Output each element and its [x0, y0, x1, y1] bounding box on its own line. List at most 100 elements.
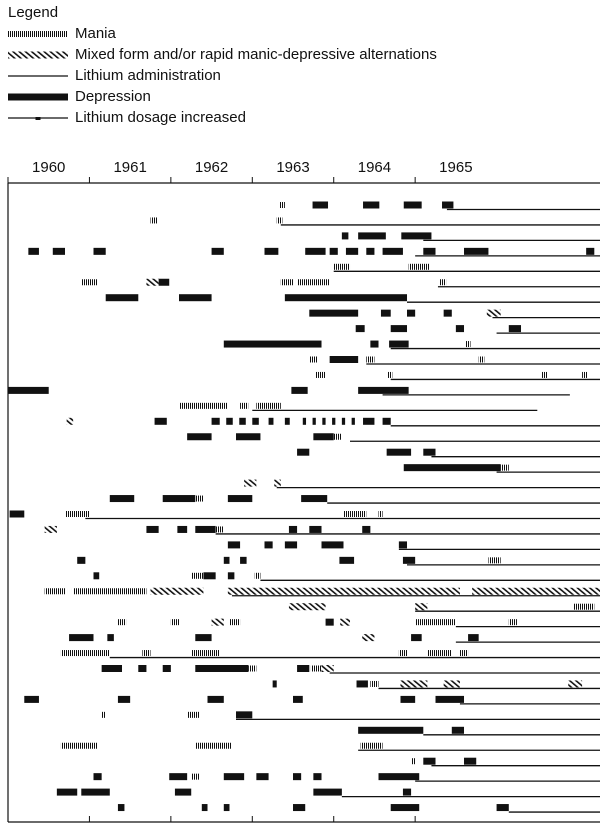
mania-bar [65, 511, 90, 517]
mania-bar [500, 464, 509, 471]
depression-bar [105, 294, 139, 302]
mania-bar [398, 650, 408, 657]
depression-bar [223, 804, 230, 812]
depression-bar [264, 247, 279, 255]
mania-bar [240, 402, 249, 409]
mania-bar [195, 742, 232, 749]
mania-bar [191, 650, 220, 657]
mania-bar [8, 31, 68, 37]
depression-bar [223, 340, 322, 348]
depression-bar [162, 665, 171, 672]
depression-bar [339, 556, 355, 564]
depression-bar [443, 309, 452, 317]
mania-bar [315, 371, 326, 378]
depression-bar [195, 525, 216, 533]
depression-bar [177, 525, 188, 533]
depression-bar [358, 232, 386, 240]
mania-bar [276, 217, 283, 224]
mixed-bar [400, 680, 428, 688]
mania-bar [415, 619, 456, 626]
mania-bar [439, 279, 447, 286]
depression-bar [403, 201, 422, 209]
depression-bar [252, 417, 259, 425]
depression-bar [117, 695, 131, 703]
depression-bar [390, 804, 420, 812]
depression-bar [211, 417, 220, 425]
depression-bar [382, 247, 403, 255]
depression-bar [93, 247, 106, 255]
mania-bar [150, 217, 158, 224]
depression-bar [402, 556, 416, 564]
depression-bar [174, 788, 192, 796]
depression-bar [28, 247, 39, 255]
depression-bar [239, 417, 246, 425]
mania-bar [387, 371, 393, 378]
depression-bar [117, 804, 125, 812]
depression-bar [341, 232, 349, 240]
depression-bar [297, 665, 310, 672]
mania-bar [81, 279, 98, 286]
mania-bar [478, 356, 485, 363]
depression-bar [321, 541, 344, 549]
depression-bar [93, 773, 102, 781]
depression-bar [411, 634, 422, 642]
depression-bar [9, 510, 25, 518]
depression-bar [77, 556, 86, 564]
mania-bar [360, 742, 383, 749]
depression-bar [227, 495, 253, 503]
depression-bar [195, 634, 212, 642]
depression-bar [146, 525, 159, 533]
legend-label: Depression [75, 88, 151, 105]
mania-bar [101, 711, 106, 718]
mania-bar [191, 572, 204, 579]
depression-bar [423, 247, 436, 255]
depression-bar [322, 417, 326, 425]
mixed-bar [44, 525, 57, 533]
depression-bar [138, 665, 147, 672]
mania-bar [508, 619, 517, 626]
depression-bar [236, 711, 253, 719]
depression-bar [325, 618, 334, 626]
mania-bar [256, 402, 281, 409]
mixed-bar [274, 479, 281, 487]
depression-bar [358, 726, 424, 734]
depression-bar [291, 386, 308, 394]
mixed-bar [486, 309, 501, 317]
depression-bar [451, 726, 465, 734]
depression-bar [236, 433, 261, 441]
mania-bar [411, 758, 416, 765]
x-tick-label: 1962 [195, 159, 228, 176]
depression-bar [227, 572, 235, 580]
depression-bar [442, 201, 454, 209]
mania-bar [459, 650, 469, 657]
legend-label: Lithium dosage increased [75, 109, 246, 126]
x-tick-label: 1961 [113, 159, 146, 176]
depression-bar [195, 665, 249, 672]
depression-bar [8, 93, 68, 101]
mania-bar [187, 711, 200, 718]
mania-bar [333, 263, 351, 270]
depression-bar [400, 695, 416, 703]
depression-bar [301, 495, 328, 503]
depression-bar [403, 464, 501, 472]
depression-bar [264, 541, 273, 549]
depression-bar [382, 417, 391, 425]
depression-bar [378, 773, 420, 781]
depression-bar [284, 294, 408, 302]
mania-bar [215, 526, 224, 533]
mania-bar [427, 650, 452, 657]
mixed-bar [443, 680, 460, 688]
depression-bar [332, 417, 336, 425]
mania-bar [408, 263, 430, 270]
depression-bar [52, 247, 66, 255]
depression-bar [402, 788, 412, 796]
depression-bar [329, 356, 359, 363]
depression-bar [363, 201, 380, 209]
depression-bar [272, 680, 277, 688]
depression-bar [423, 448, 436, 456]
depression-bar [203, 572, 216, 580]
mania-bar [297, 279, 330, 286]
depression-bar [586, 247, 595, 255]
mania-bar [582, 371, 588, 378]
mania-bar [488, 557, 501, 564]
